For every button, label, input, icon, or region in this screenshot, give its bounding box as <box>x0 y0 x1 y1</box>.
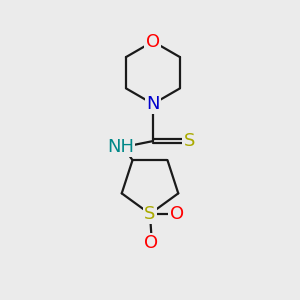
Text: O: O <box>170 205 184 223</box>
Text: O: O <box>146 32 160 50</box>
Text: S: S <box>184 132 195 150</box>
Text: N: N <box>146 95 160 113</box>
Text: NH: NH <box>107 138 134 156</box>
Text: O: O <box>144 234 158 252</box>
Text: S: S <box>144 205 156 223</box>
